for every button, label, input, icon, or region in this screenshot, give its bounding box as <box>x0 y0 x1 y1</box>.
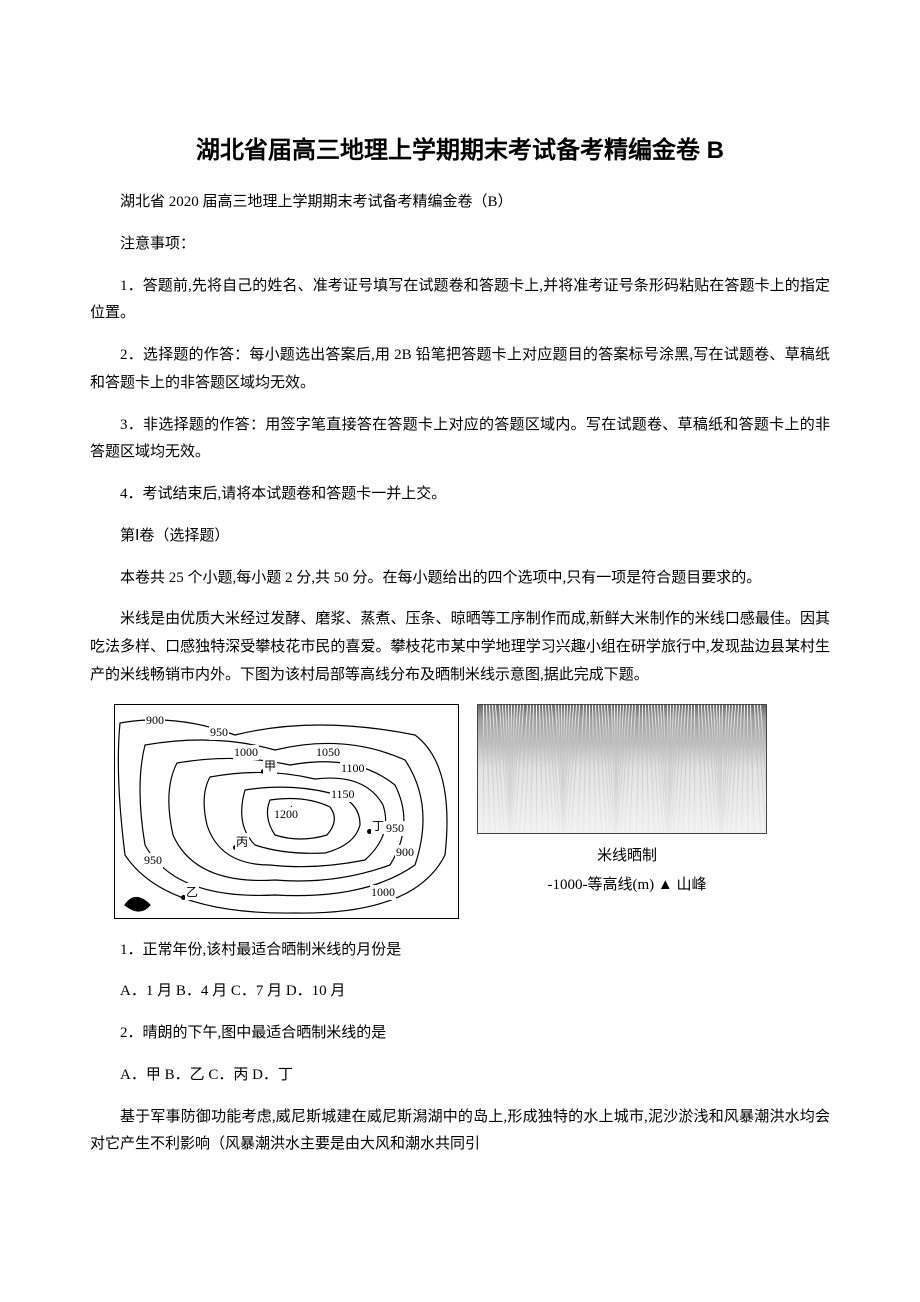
notice-heading: 注意事项： <box>90 231 830 259</box>
question-2-options: A．甲 B．乙 C．丙 D．丁 <box>90 1062 830 1090</box>
instruction-3: 3．非选择题的作答：用签字笔直接答在答题卡上对应的答题区域内。写在试题卷、草稿纸… <box>90 412 830 468</box>
instruction-1: 1．答题前,先将自己的姓名、准考证号填写在试题卷和答题卡上,并将准考证号条形码粘… <box>90 273 830 329</box>
figure-row: ▲ 90095010001050110011501200950950900100… <box>114 704 830 919</box>
map-point-label: 丙 <box>235 833 249 850</box>
subtitle: 湖北省 2020 届高三地理上学期期末考试备考精编金卷（B） <box>90 189 830 217</box>
instruction-4: 4．考试结束后,请将本试题卷和答题卡一并上交。 <box>90 481 830 509</box>
contour-label: 1000 <box>370 885 396 900</box>
photo-caption: 米线晒制 <box>477 844 777 865</box>
contour-label: 950 <box>209 725 229 740</box>
contour-label: 1200 <box>273 807 299 822</box>
map-point-label: 乙 <box>185 883 199 900</box>
contour-label: 1050 <box>315 745 341 760</box>
contour-label: 1150 <box>330 787 356 802</box>
rice-noodle-photo <box>477 704 767 834</box>
doc-title: 湖北省届高三地理上学期期末考试备考精编金卷 B <box>90 130 830 165</box>
section-1-heading: 第Ⅰ卷（选择题） <box>90 523 830 551</box>
noodle-lines <box>478 705 766 833</box>
map-point-label: 丁 <box>371 817 385 834</box>
map-point-label: 甲 <box>263 757 277 774</box>
passage-1: 米线是由优质大米经过发酵、磨浆、蒸煮、压条、晾晒等工序制作而成,新鲜大米制作的米… <box>90 606 830 689</box>
instruction-2: 2．选择题的作答：每小题选出答案后,用 2B 铅笔把答题卡上对应题目的答案标号涂… <box>90 342 830 398</box>
contour-label: 1000 <box>233 745 259 760</box>
contour-label: 900 <box>145 713 165 728</box>
contour-label: 900 <box>395 845 415 860</box>
contour-map: ▲ 90095010001050110011501200950950900100… <box>114 704 459 919</box>
question-1: 1．正常年份,该村最适合晒制米线的月份是 <box>90 937 830 965</box>
question-2: 2．晴朗的下午,图中最适合晒制米线的是 <box>90 1020 830 1048</box>
section-1-desc: 本卷共 25 个小题,每小题 2 分,共 50 分。在每小题给出的四个选项中,只… <box>90 565 830 593</box>
contour-label: 950 <box>385 821 405 836</box>
question-1-options: A．1 月 B．4 月 C．7 月 D．10 月 <box>90 978 830 1006</box>
photo-block: 米线晒制 -1000-等高线(m) ▲ 山峰 <box>477 704 777 894</box>
contour-label: 1100 <box>340 761 366 776</box>
contour-label: 950 <box>143 853 163 868</box>
passage-2: 基于军事防御功能考虑,威尼斯城建在威尼斯潟湖中的岛上,形成独特的水上城市,泥沙淤… <box>90 1104 830 1160</box>
map-legend: -1000-等高线(m) ▲ 山峰 <box>477 873 777 894</box>
